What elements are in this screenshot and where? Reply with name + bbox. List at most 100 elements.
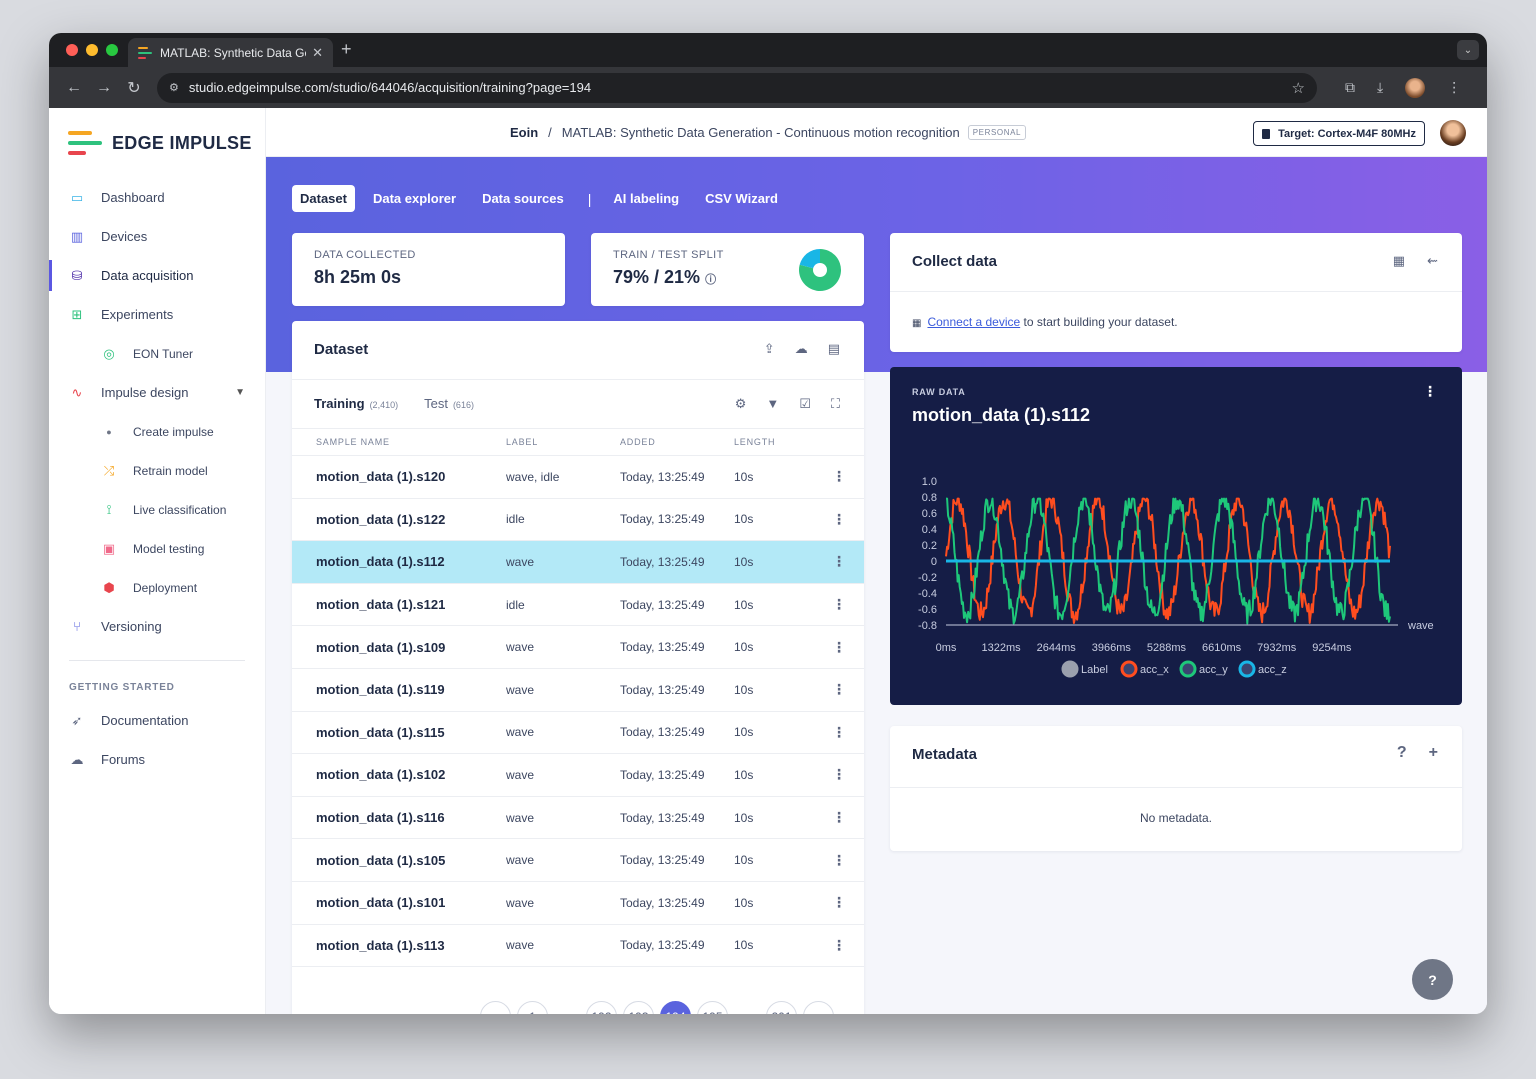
help-icon[interactable]: ? xyxy=(1396,744,1407,761)
page-button[interactable]: 201 xyxy=(766,1001,797,1014)
raw-data-menu-icon[interactable]: ⋮ xyxy=(1423,383,1437,399)
sample-name[interactable]: motion_data (1).s121 xyxy=(316,597,446,613)
col-added[interactable]: ADDED xyxy=(620,437,656,447)
new-tab-icon[interactable]: + xyxy=(341,39,352,59)
sidebar-item-devices[interactable]: ▥ Devices xyxy=(49,217,265,256)
sidebar-item-documentation[interactable]: ➶ Documentation xyxy=(49,701,265,740)
maximize-window-button[interactable] xyxy=(106,44,118,56)
table-row[interactable]: motion_data (1).s119 wave Today, 13:25:49 1… xyxy=(292,669,864,712)
sidebar-item-dashboard[interactable]: ▭ Dashboard xyxy=(49,178,265,217)
browser-tab[interactable]: MATLAB: Synthetic Data Gen ✕ xyxy=(128,38,333,67)
forward-icon[interactable]: → xyxy=(96,78,112,96)
table-row[interactable]: motion_data (1).s122 idle Today, 13:25:49 1… xyxy=(292,499,864,542)
select-checkbox-icon[interactable]: ☑ xyxy=(799,396,811,411)
back-icon[interactable]: ← xyxy=(66,78,82,96)
table-row[interactable]: motion_data (1).s101 wave Today, 13:25:49 1… xyxy=(292,882,864,925)
extensions-icon[interactable]: ⧉ xyxy=(1345,79,1355,95)
tab-search-icon[interactable]: ⌄ xyxy=(1457,40,1479,60)
url-text[interactable]: studio.edgeimpulse.com/studio/644046/acq… xyxy=(188,80,592,95)
tab-csv-wizard[interactable]: CSV Wizard xyxy=(705,191,778,206)
sample-name[interactable]: motion_data (1).s112 xyxy=(316,554,445,570)
table-row[interactable]: motion_data (1).s113 wave Today, 13:25:49 1… xyxy=(292,925,864,968)
help-button[interactable]: ? xyxy=(1412,959,1453,1000)
next-page-icon[interactable]: › xyxy=(803,1001,834,1014)
tab-ai-labeling[interactable]: AI labeling xyxy=(613,191,680,206)
filter-icon[interactable]: ▼ xyxy=(766,396,780,411)
page-button[interactable]: 192 xyxy=(586,1001,617,1014)
upload-icon[interactable]: ⇪ xyxy=(763,341,775,356)
profile-avatar[interactable] xyxy=(1405,77,1426,98)
minimize-window-button[interactable] xyxy=(86,44,98,56)
sample-name[interactable]: motion_data (1).s119 xyxy=(316,682,445,698)
close-tab-icon[interactable]: ✕ xyxy=(312,44,323,60)
table-row[interactable]: motion_data (1).s115 wave Today, 13:25:49 1… xyxy=(292,712,864,755)
logo[interactable]: EDGE IMPULSE xyxy=(49,108,265,178)
page-button[interactable]: 1 xyxy=(517,1001,548,1014)
sample-name[interactable]: motion_data (1).s120 xyxy=(316,469,446,485)
table-row[interactable]: motion_data (1).s105 wave Today, 13:25:49 1… xyxy=(292,839,864,882)
close-window-button[interactable] xyxy=(66,44,78,56)
sidebar-item-impulse-design[interactable]: ∿ Impulse design ▼ xyxy=(49,373,265,412)
download-icon[interactable]: ⤓ xyxy=(1377,79,1384,95)
sample-name[interactable]: motion_data (1).s101 xyxy=(316,895,446,911)
table-row[interactable]: motion_data (1).s120 wave, idle Today, 13:… xyxy=(292,456,864,499)
table-row[interactable]: motion_data (1).s112 wave Today, 13:25:49 1… xyxy=(292,541,864,584)
table-row[interactable]: motion_data (1).s116 wave Today, 13:25:49 1… xyxy=(292,797,864,840)
export-file-icon[interactable]: ▤ xyxy=(827,341,840,356)
sidebar-item-create-impulse[interactable]: ● Create impulse xyxy=(49,412,265,451)
table-row[interactable]: motion_data (1).s121 idle Today, 13:25:49 1… xyxy=(292,584,864,627)
target-device-button[interactable]: Target: Cortex-M4F 80MHz xyxy=(1253,121,1425,146)
sidebar-item-model-testing[interactable]: ▣ Model testing xyxy=(49,529,265,568)
chevron-down-icon[interactable]: ▼ xyxy=(235,387,245,398)
table-row[interactable]: motion_data (1).s102 wave Today, 13:25:49 1… xyxy=(292,754,864,797)
row-menu-icon[interactable]: ⋮ xyxy=(832,766,846,783)
row-menu-icon[interactable]: ⋮ xyxy=(832,638,846,655)
table-row[interactable]: motion_data (1).s109 wave Today, 13:25:49 1… xyxy=(292,626,864,669)
row-menu-icon[interactable]: ⋮ xyxy=(832,809,846,826)
bookmark-star-icon[interactable]: ☆ xyxy=(1291,79,1305,97)
row-menu-icon[interactable]: ⋮ xyxy=(832,894,846,911)
row-menu-icon[interactable]: ⋮ xyxy=(832,723,846,740)
usb-icon[interactable]: ⇜ xyxy=(1427,253,1438,268)
reload-icon[interactable]: ↻ xyxy=(127,79,141,97)
tab-test[interactable]: Test (616) xyxy=(424,396,474,411)
connect-device-link[interactable]: Connect a device xyxy=(927,315,1021,329)
sample-name[interactable]: motion_data (1).s102 xyxy=(316,767,446,783)
page-button[interactable]: 193 xyxy=(623,1001,654,1014)
col-length[interactable]: LENGTH xyxy=(734,437,776,447)
sample-name[interactable]: motion_data (1).s122 xyxy=(316,511,446,527)
col-label[interactable]: LABEL xyxy=(506,437,539,447)
row-menu-icon[interactable]: ⋮ xyxy=(832,681,846,698)
tab-data-sources[interactable]: Data sources xyxy=(482,191,564,206)
row-menu-icon[interactable]: ⋮ xyxy=(832,510,846,527)
row-menu-icon[interactable]: ⋮ xyxy=(832,468,846,485)
sidebar-item-experiments[interactable]: ⊞ Experiments xyxy=(49,295,265,334)
breadcrumb-user[interactable]: Eoin xyxy=(510,125,539,140)
settings-eye-icon[interactable]: ⚙ xyxy=(734,396,747,411)
sample-name[interactable]: motion_data (1).s116 xyxy=(316,810,445,826)
row-menu-icon[interactable]: ⋮ xyxy=(832,596,846,613)
page-button[interactable]: 194 xyxy=(660,1001,691,1014)
sample-name[interactable]: motion_data (1).s109 xyxy=(316,639,446,655)
sidebar-item-forums[interactable]: ☁ Forums xyxy=(49,740,265,779)
tab-training[interactable]: Training (2,410) xyxy=(314,396,398,411)
cloud-icon[interactable]: ☁ xyxy=(794,341,808,356)
address-bar[interactable]: ⚙ studio.edgeimpulse.com/studio/644046/a… xyxy=(157,72,1317,103)
row-menu-icon[interactable]: ⋮ xyxy=(832,936,846,953)
sidebar-item-eon-tuner[interactable]: ◎ EON Tuner xyxy=(49,334,265,373)
chip-icon[interactable]: ▦ xyxy=(1392,253,1406,268)
sample-name[interactable]: motion_data (1).s105 xyxy=(316,852,446,868)
prev-page-icon[interactable]: ‹ xyxy=(480,1001,511,1014)
sidebar-item-versioning[interactable]: ⑂ Versioning xyxy=(49,607,265,646)
sidebar-item-deployment[interactable]: ⬢ Deployment xyxy=(49,568,265,607)
browser-menu-icon[interactable]: ⋮ xyxy=(1447,79,1462,95)
sidebar-item-data-acquisition[interactable]: ⛁ Data acquisition xyxy=(49,256,265,295)
page-button[interactable]: 195 xyxy=(697,1001,728,1014)
col-sample-name[interactable]: SAMPLE NAME xyxy=(316,437,390,447)
help-icon[interactable]: ⓘ xyxy=(705,274,717,286)
sample-name[interactable]: motion_data (1).s115 xyxy=(316,724,445,740)
sidebar-item-live-classification[interactable]: ⟟ Live classification xyxy=(49,490,265,529)
site-info-icon[interactable]: ⚙ xyxy=(169,82,179,94)
row-menu-icon[interactable]: ⋮ xyxy=(832,851,846,868)
user-avatar[interactable] xyxy=(1440,120,1466,146)
